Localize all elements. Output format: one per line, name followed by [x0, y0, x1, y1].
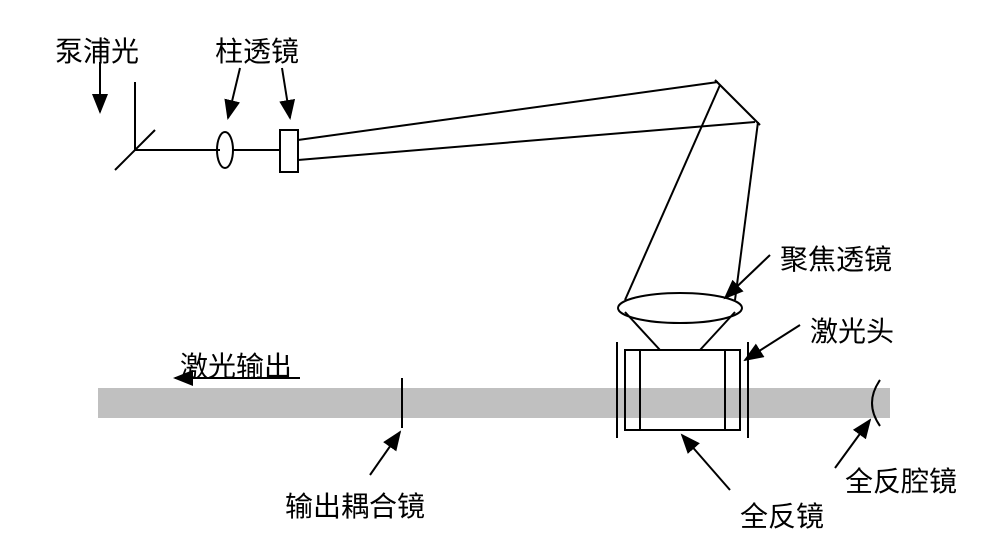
- cavity-mirror-label: 全反腔镜: [845, 460, 957, 500]
- focus-lens-label: 聚焦透镜: [780, 238, 892, 278]
- beam-spread-bot: [298, 122, 755, 160]
- pump-light-label: 泵浦光: [55, 30, 139, 70]
- conv-ray-r: [700, 312, 735, 350]
- down-ray-right: [735, 122, 758, 300]
- conv-ray-l: [625, 312, 660, 350]
- mirror-45-right: [715, 80, 760, 125]
- focus-arrow: [725, 255, 770, 298]
- output-beam: [98, 388, 890, 418]
- cyl-arrow-1: [228, 68, 240, 118]
- laser-output-label: 激光输出: [180, 345, 292, 385]
- head-arrow: [745, 325, 800, 360]
- coupler-arrow: [370, 432, 400, 475]
- beam-in-head: [625, 388, 740, 418]
- full-reflector-label: 全反镜: [740, 495, 824, 535]
- laser-head-label: 激光头: [810, 310, 894, 350]
- optical-diagram: 泵浦光 柱透镜 聚焦透镜 激光头 激光输出 输出耦合镜 全反镜 全反腔镜: [0, 0, 1000, 556]
- cyl-arrow-2: [282, 68, 290, 118]
- reflector-arrow: [682, 435, 730, 490]
- cyl-lens-label: 柱透镜: [215, 30, 299, 70]
- focus-lens: [618, 293, 742, 323]
- down-ray-left: [625, 85, 720, 300]
- cylindrical-lens: [280, 130, 298, 172]
- output-coupler-label: 输出耦合镜: [285, 485, 425, 525]
